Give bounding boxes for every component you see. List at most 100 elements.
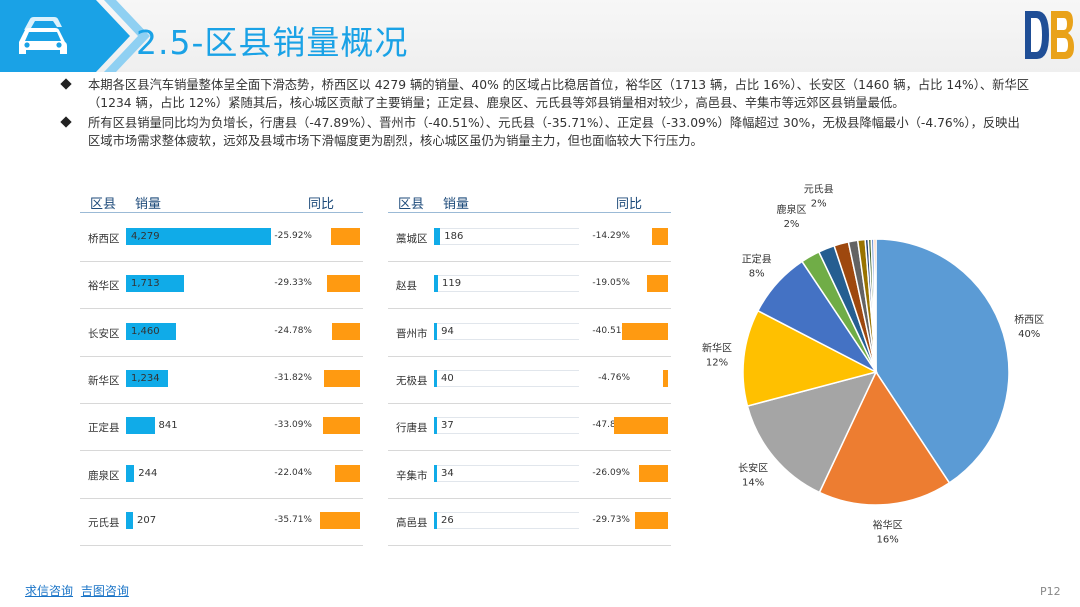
bullet-item: 所有区县销量同比均为负增长，行唐县（-47.89%）、晋州市（-40.51%）、… bbox=[60, 114, 1032, 150]
yoy-bar bbox=[662, 369, 668, 387]
table-left-header-sales: 销量 bbox=[135, 197, 162, 212]
yoy-percent-label: -31.82% bbox=[274, 372, 312, 383]
yoy-bar bbox=[622, 322, 668, 340]
pie-slice bbox=[742, 309, 879, 407]
pie-slice-name-label: 裕华区 bbox=[873, 519, 903, 532]
sales-bar bbox=[126, 322, 176, 340]
row-divider bbox=[80, 497, 363, 499]
sales-value: 26 bbox=[441, 514, 454, 526]
yoy-percent-label: -4.76% bbox=[598, 372, 630, 383]
pie-slice-name-label: 新华区 bbox=[702, 342, 732, 355]
sales-value: 119 bbox=[442, 278, 462, 290]
district-label: 藁城区 bbox=[396, 233, 428, 245]
table-left-header-district: 区县 bbox=[90, 197, 117, 212]
yoy-bar bbox=[324, 369, 360, 387]
row-divider bbox=[80, 402, 363, 404]
sales-value: 1,713 bbox=[131, 278, 160, 290]
yoy-percent-label: -26.09% bbox=[592, 467, 630, 478]
sales-value: 40 bbox=[441, 372, 454, 384]
row-divider bbox=[388, 308, 671, 310]
table-right-header-line bbox=[388, 212, 671, 213]
sales-bar bbox=[434, 511, 437, 529]
pie-slice-percent-label: 2% bbox=[784, 219, 800, 230]
yoy-percent-label: -33.09% bbox=[274, 420, 312, 431]
table-left-header-yoy: 同比 bbox=[308, 197, 335, 212]
table-left-header-line bbox=[80, 212, 363, 213]
sales-bar bbox=[126, 275, 184, 293]
sales-bar bbox=[434, 228, 441, 245]
yoy-bar bbox=[326, 275, 360, 293]
row-divider bbox=[80, 450, 363, 452]
footer-link-qiuxin[interactable]: 求信咨询 bbox=[25, 584, 74, 598]
table-right-header-sales: 销量 bbox=[443, 197, 470, 212]
sales-value: 1,234 bbox=[131, 372, 160, 384]
district-label: 元氏县 bbox=[88, 516, 120, 529]
district-label: 正定县 bbox=[88, 422, 120, 435]
sales-value: 94 bbox=[441, 325, 454, 337]
yoy-percent-label: -29.33% bbox=[274, 278, 312, 289]
yoy-bar bbox=[335, 464, 360, 482]
page-title: 2.5-区县销量概况 bbox=[136, 23, 409, 62]
pie-slice bbox=[818, 370, 951, 506]
footer-links: 求信咨询 吉图咨询 bbox=[25, 582, 133, 599]
sales-bar bbox=[434, 322, 438, 340]
row-divider bbox=[80, 308, 363, 310]
yoy-percent-label: -40.51% bbox=[592, 325, 630, 336]
bullet-text: 所有区县销量同比均为负增长，行唐县（-47.89%）、晋州市（-40.51%）、… bbox=[88, 116, 1020, 148]
bullet-text: 本期各区县汽车销量整体呈全面下滑态势，桥西区以 4279 辆的销量、40% 的区… bbox=[88, 78, 1030, 110]
row-divider bbox=[388, 497, 671, 499]
sales-bar bbox=[126, 511, 133, 529]
pie-slice-name-label: 正定县 bbox=[742, 252, 772, 265]
yoy-percent-label: -35.71% bbox=[274, 514, 312, 525]
yoy-percent-label: -29.73% bbox=[592, 514, 630, 525]
district-label: 新华区 bbox=[88, 374, 120, 387]
sales-value: 34 bbox=[441, 467, 454, 479]
yoy-bar bbox=[330, 228, 360, 245]
district-label: 高邑县 bbox=[396, 516, 428, 529]
brand-logo-icon bbox=[1025, 11, 1074, 59]
yoy-percent-label: -24.78% bbox=[274, 325, 312, 336]
sales-value: 1,460 bbox=[131, 325, 160, 337]
pie-slice bbox=[746, 370, 878, 494]
yoy-bar bbox=[651, 228, 668, 245]
district-label: 长安区 bbox=[88, 327, 120, 340]
pie-slice-percent-label: 40% bbox=[1018, 329, 1040, 340]
sales-bar bbox=[434, 275, 438, 293]
row-divider bbox=[388, 450, 671, 452]
sales-bar bbox=[434, 417, 437, 435]
sales-value: 186 bbox=[444, 231, 464, 242]
sales-bar bbox=[126, 464, 135, 482]
district-label: 辛集市 bbox=[396, 469, 428, 482]
sales-bar bbox=[434, 464, 437, 482]
row-divider bbox=[80, 355, 363, 357]
footer-link-jitu[interactable]: 吉图咨询 bbox=[80, 584, 129, 598]
yoy-percent-label: -22.04% bbox=[274, 467, 312, 478]
sales-value: 244 bbox=[138, 467, 158, 479]
district-label: 行唐县 bbox=[396, 422, 428, 435]
sales-value: 4,279 bbox=[131, 231, 160, 242]
bullet-item: 本期各区县汽车销量整体呈全面下滑态势，桥西区以 4279 辆的销量、40% 的区… bbox=[60, 76, 1032, 112]
sales-value: 841 bbox=[158, 420, 178, 432]
pie-slice bbox=[873, 238, 877, 373]
summary-text: 本期各区县汽车销量整体呈全面下滑态势，桥西区以 4279 辆的销量、40% 的区… bbox=[60, 76, 1032, 152]
district-label: 晋州市 bbox=[396, 327, 428, 340]
sales-bar bbox=[126, 228, 271, 245]
yoy-percent-label: -19.05% bbox=[592, 278, 630, 289]
pie-slice-name-label: 鹿泉区 bbox=[777, 203, 807, 216]
row-divider bbox=[388, 544, 671, 546]
sales-value: 207 bbox=[137, 514, 157, 526]
yoy-bar bbox=[638, 464, 668, 482]
yoy-percent-label: -47.89% bbox=[592, 420, 630, 431]
sales-value: 37 bbox=[441, 420, 454, 432]
district-label: 无极县 bbox=[396, 374, 428, 387]
yoy-bar bbox=[614, 417, 668, 435]
pie-slice-percent-label: 16% bbox=[876, 535, 898, 546]
pie-slice-name-label: 桥西区 bbox=[1014, 314, 1044, 326]
sales-bar bbox=[126, 369, 168, 387]
sales-bar bbox=[434, 369, 437, 387]
yoy-percent-label: -25.92% bbox=[274, 231, 312, 241]
pie-slice-name-label: 长安区 bbox=[738, 462, 768, 475]
yoy-bar bbox=[634, 511, 668, 529]
row-divider bbox=[80, 544, 363, 546]
pie-slice-percent-label: 12% bbox=[706, 358, 728, 369]
